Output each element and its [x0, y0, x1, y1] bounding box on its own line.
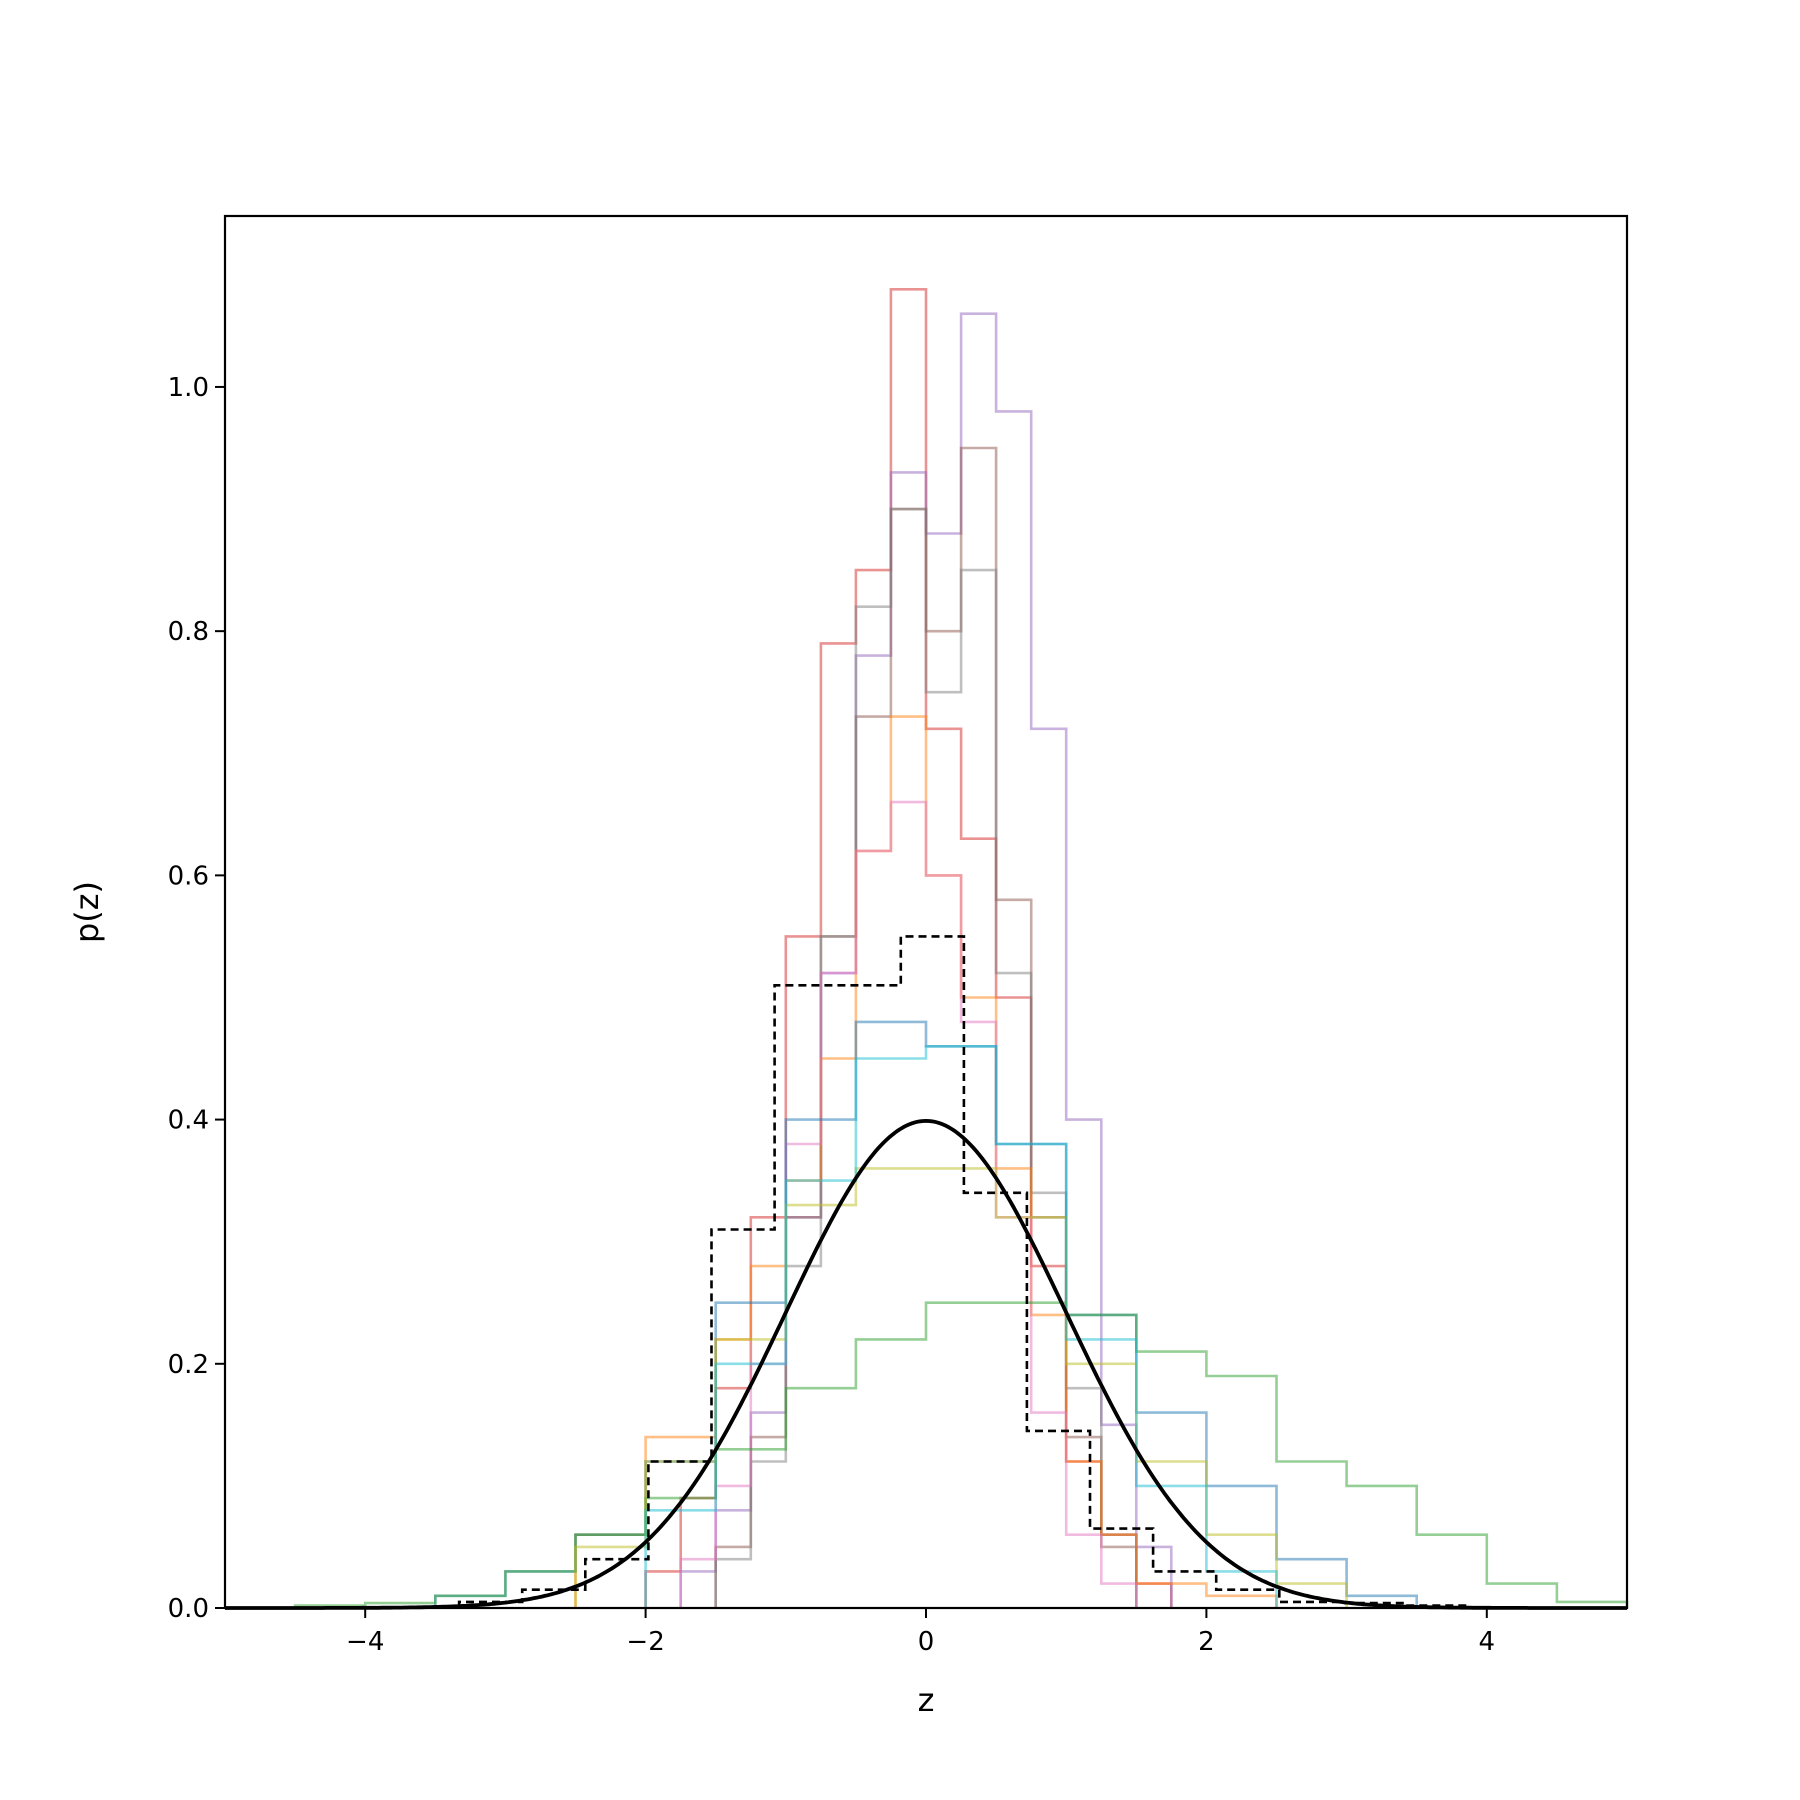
- y-tick-label: 0.6: [168, 861, 209, 891]
- x-axis-label: z: [918, 1681, 935, 1719]
- y-axis: 0.0 0.2 0.4 0.6 0.8 1.0: [168, 373, 225, 1624]
- x-tick-label: −4: [346, 1627, 384, 1657]
- dashed-histogram: [457, 935, 1470, 1608]
- y-axis-label: p(z): [68, 881, 106, 943]
- normal-pdf-curve: [225, 1118, 1627, 1610]
- y-tick-label: 0.0: [168, 1594, 209, 1624]
- histogram-series-10: [644, 1045, 1278, 1608]
- y-tick-label: 1.0: [168, 373, 209, 403]
- x-tick-label: 0: [918, 1627, 935, 1657]
- histogram-series-8: [293, 1301, 1629, 1608]
- histogram-series-6: [679, 800, 1138, 1608]
- x-tick-label: 4: [1479, 1627, 1496, 1657]
- y-tick-label: 0.4: [168, 1106, 209, 1136]
- x-axis: −4 −2 0 2 4: [346, 1608, 1495, 1657]
- plot-area: [225, 288, 1629, 1610]
- x-tick-label: −2: [626, 1627, 664, 1657]
- y-tick-label: 0.2: [168, 1350, 209, 1380]
- x-tick-label: 2: [1198, 1627, 1215, 1657]
- y-tick-label: 0.8: [168, 617, 209, 647]
